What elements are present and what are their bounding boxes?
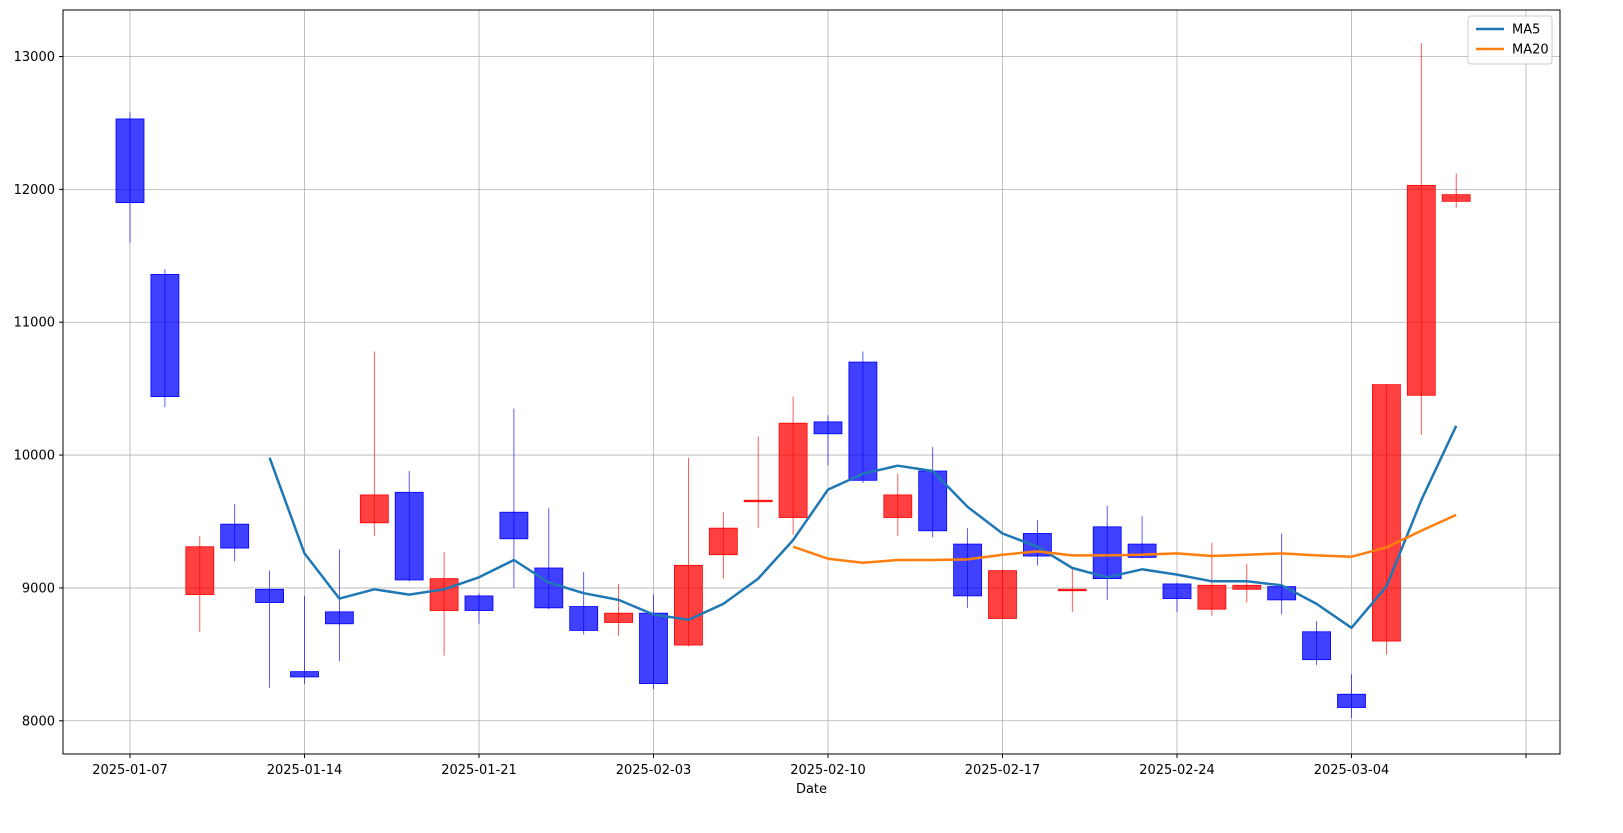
candle-body-up (1441, 194, 1471, 202)
x-tick-label: 2025-01-07 (92, 763, 168, 778)
candle-body-up (708, 527, 738, 556)
x-axis-title: Date (796, 782, 827, 797)
candle-body-up (1057, 588, 1087, 592)
y-axis-ticks: 8000 9000 10000 11000 12000 13000 (14, 50, 63, 729)
x-tick-label: 2025-03-04 (1314, 763, 1390, 778)
candle-body-up (429, 578, 459, 611)
candle-body-down (534, 567, 564, 609)
candle-body-down (255, 588, 285, 603)
candle-body-down (290, 671, 319, 678)
candle-body-up (988, 570, 1017, 619)
candle-body-down (324, 611, 354, 625)
candle-body-down (115, 118, 145, 204)
x-tick-label: 2025-02-03 (616, 763, 692, 778)
x-tick-label: 2025-02-24 (1139, 763, 1215, 778)
candle-body-up (743, 499, 773, 503)
legend: MA5 MA20 (1467, 15, 1553, 65)
candles (115, 43, 1471, 719)
candle-body-down (220, 523, 250, 549)
x-tick-label: 2025-01-14 (267, 763, 343, 778)
x-tick-label: 2025-02-10 (790, 763, 866, 778)
candle-body-up (674, 564, 703, 646)
candle-body-down (639, 612, 668, 684)
candle-body-down (813, 421, 843, 435)
series-line-ma5 (268, 425, 1458, 630)
y-tick-label: 8000 (22, 714, 55, 729)
y-tick-label: 13000 (14, 50, 55, 65)
candle-body-down (1267, 586, 1297, 601)
candle-body-up (778, 422, 808, 518)
moving-average-lines (268, 425, 1458, 630)
candle-body-down (1162, 583, 1192, 599)
candle-body-up (1197, 584, 1227, 610)
candle-body-up (1232, 584, 1262, 590)
x-axis-ticks: 2025-01-07 2025-01-14 2025-01-21 2025-02-03… (92, 754, 1527, 778)
candle-body-up (604, 612, 633, 623)
candle-body-up (883, 494, 913, 518)
x-tick-label: 2025-02-17 (965, 763, 1041, 778)
y-tick-label: 11000 (14, 316, 55, 331)
x-tick-label: 2025-01-21 (441, 763, 517, 778)
plot-frame (62, 9, 1561, 755)
candle-body-up (359, 494, 389, 524)
grid (63, 10, 1560, 754)
candle-body-down (150, 273, 180, 398)
legend-label-ma20: MA20 (1512, 43, 1549, 58)
candle-body-down (1092, 526, 1122, 580)
candle-body-up (185, 546, 215, 595)
candle-body-down (464, 595, 494, 611)
candle-body-down (1302, 631, 1331, 661)
candle-body-down (569, 606, 599, 631)
legend-label-ma5: MA5 (1512, 23, 1540, 38)
y-tick-label: 9000 (22, 581, 55, 596)
candle-body-up (1406, 184, 1436, 396)
candle-body-down (394, 491, 424, 581)
y-tick-label: 12000 (14, 183, 55, 198)
candle-body-down (953, 543, 982, 597)
candle-body-up (1372, 384, 1401, 642)
candle-body-down (848, 361, 878, 481)
candle-body-down (1337, 693, 1366, 708)
series-line-ma20 (792, 513, 1457, 564)
candle-body-down (499, 511, 529, 540)
y-tick-label: 10000 (14, 449, 55, 464)
